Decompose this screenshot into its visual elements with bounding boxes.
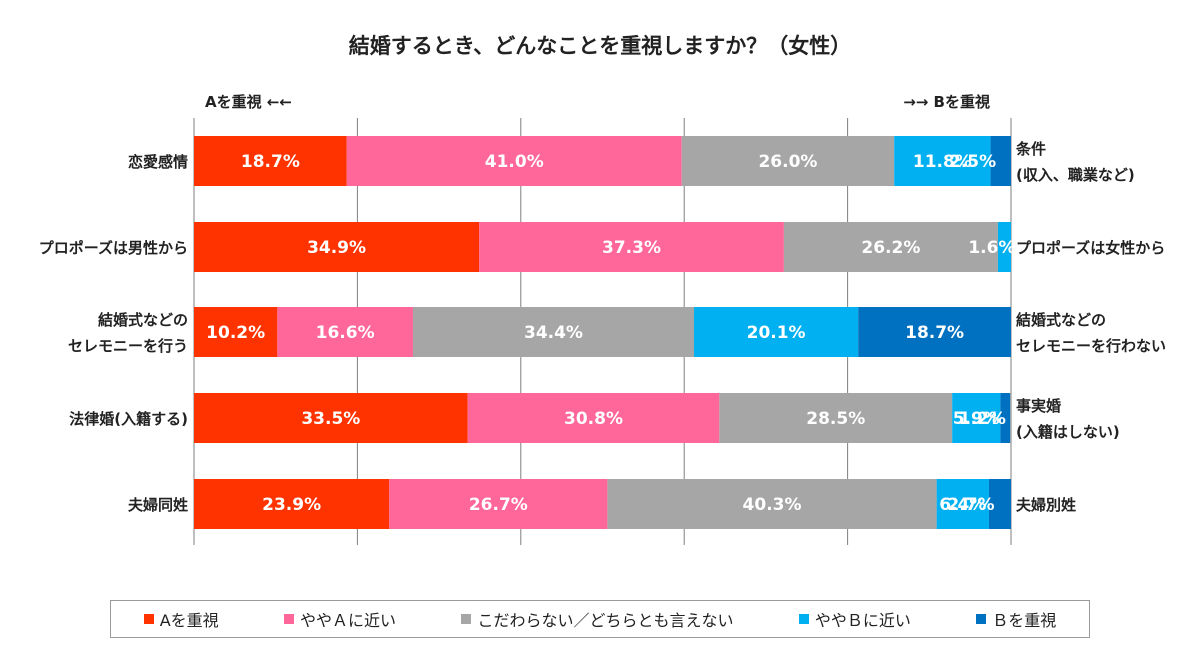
bar-segment	[194, 307, 278, 357]
bar-segment	[783, 222, 998, 272]
data-label: 41.0%	[485, 152, 544, 172]
legend-item: Ｂを重視	[976, 607, 1056, 631]
category-label: プロポーズは女性から	[1016, 239, 1165, 257]
bar-segment	[412, 307, 695, 357]
legend-swatch	[461, 614, 472, 624]
bar-segment	[479, 222, 784, 272]
data-label: 28.5%	[806, 409, 865, 429]
chart-title: 結婚するとき、どんなことを重視しますか？（女性）	[349, 34, 852, 58]
bar-segment	[277, 307, 413, 357]
category-label: 夫婦同姓	[128, 496, 188, 514]
data-label: 6.4%	[939, 495, 986, 515]
data-label: 23.9%	[262, 495, 321, 515]
data-label: 18.7%	[905, 323, 964, 343]
chart: 結婚するとき、どんなことを重視しますか？（女性） Aを重視 ←← →→ Bを重視…	[39, 34, 1166, 545]
bar-segment	[194, 393, 468, 443]
bar-segment	[1000, 393, 1011, 443]
legend: Aを重視 ややＡに近い こだわらない／どちらとも言えない ややＢに近い Ｂを重視	[110, 600, 1090, 638]
left-direction-header: Aを重視 ←←	[205, 93, 292, 111]
bar-segment	[467, 393, 720, 443]
data-label: 10.2%	[206, 323, 265, 343]
bar-segment	[607, 479, 937, 529]
bar-segment	[952, 393, 1001, 443]
category-label: 結婚式などのセレモニーを行う	[68, 311, 188, 355]
legend-label: Ｂを重視	[992, 611, 1057, 630]
category-label: 事実婚(入籍はしない)	[1016, 397, 1120, 441]
bar-segment	[681, 136, 895, 186]
bar-segment	[346, 136, 682, 186]
legend-swatch	[143, 614, 154, 624]
data-label: 1.6%	[968, 238, 1015, 258]
bar-segment	[694, 307, 859, 357]
data-label: 37.3%	[602, 238, 661, 258]
bar-segment	[194, 479, 390, 529]
bar-segment	[988, 479, 1011, 529]
right-direction-header: →→ Bを重視	[903, 93, 990, 111]
category-label: プロポーズは男性から	[39, 239, 188, 257]
category-label: 結婚式などのセレモニーを行わない	[1016, 311, 1166, 355]
bar-segment	[997, 222, 1011, 272]
category-label: 恋愛感情	[128, 153, 188, 171]
legend-label: ややＡに近い	[300, 611, 397, 630]
data-label: 2.5%	[949, 152, 996, 172]
legend-label: こだわらない／どちらとも言えない	[477, 611, 734, 630]
category-label: 夫婦別姓	[1016, 496, 1076, 514]
data-label: 26.0%	[758, 152, 817, 172]
bar-segment	[990, 136, 1011, 186]
data-label: 2.7%	[947, 495, 994, 515]
legend-item: ややＢに近い	[798, 607, 911, 631]
legend-label: ややＢに近い	[814, 611, 911, 630]
legend-item: こだわらない／どちらとも言えない	[461, 607, 733, 631]
legend-label: Aを重視	[159, 611, 219, 630]
bar-segment	[194, 136, 347, 186]
data-label: 34.9%	[307, 238, 366, 258]
bar-segment	[389, 479, 608, 529]
bars	[194, 136, 1011, 529]
category-label: 法律婚(入籍する)	[69, 410, 188, 428]
bar-segment	[719, 393, 953, 443]
data-label: 16.6%	[316, 323, 375, 343]
data-labels: 18.7% 34.9% 10.2% 33.5% 23.9% 41.0% 37.3% 16.6%…	[206, 152, 1015, 515]
data-label: 1.2%	[959, 409, 1006, 429]
data-label: 18.7%	[241, 152, 300, 172]
bar-segment	[194, 222, 480, 272]
data-label: 20.1%	[747, 323, 806, 343]
data-label: 30.8%	[564, 409, 623, 429]
category-label: 条件(収入、職業など)	[1015, 140, 1135, 184]
bar-segment	[894, 136, 991, 186]
legend-item: ややＡに近い	[284, 607, 396, 631]
legend-swatch	[284, 614, 295, 624]
right-category-labels: 条件(収入、職業など) プロポーズは女性から結婚式などのセレモニーを行わない事実婚…	[1015, 140, 1166, 514]
bar-segment	[858, 307, 1011, 357]
data-label: 5.9%	[953, 409, 1000, 429]
data-label: 33.5%	[301, 409, 360, 429]
legend-swatch	[798, 614, 809, 624]
data-label: 34.4%	[524, 323, 583, 343]
legend-swatch	[976, 614, 987, 624]
data-label: 26.2%	[861, 238, 920, 258]
legend-item: Aを重視	[143, 607, 219, 631]
bar-segment	[936, 479, 989, 529]
data-label: 26.7%	[469, 495, 528, 515]
data-label: 11.8%	[913, 152, 972, 172]
data-label: 40.3%	[743, 495, 802, 515]
